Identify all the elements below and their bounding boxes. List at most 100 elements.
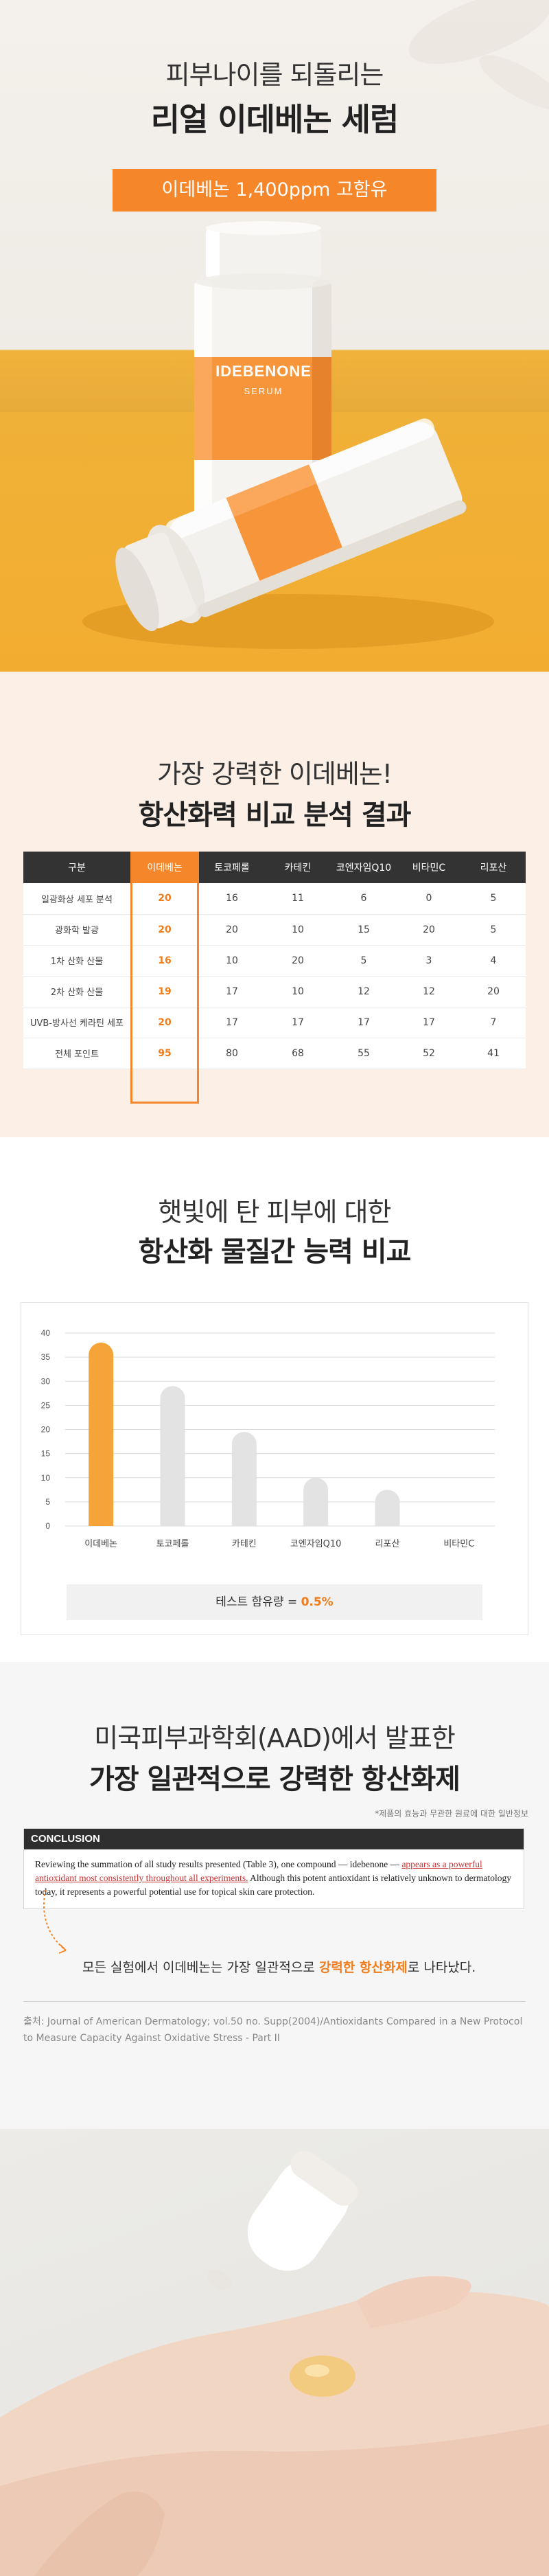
table-cell: 5	[461, 883, 526, 915]
hero-title-line2: 리얼 이데베논 세럼	[150, 101, 399, 138]
table-cell: 20	[397, 914, 461, 946]
chart-section: 햇빛에 탄 피부에 대한 항산화 물질간 능력 비교 0 5 10 15 20 25 30 3…	[0, 1137, 549, 1662]
table-cell: 19	[130, 976, 199, 1007]
conclusion-text-a: Reviewing the summation of all study res…	[35, 1859, 400, 1869]
table-cell: 5	[331, 945, 397, 977]
y-tick-label: 15	[41, 1449, 51, 1459]
table-header: 이데베논	[130, 852, 199, 883]
bar-chart: 0 5 10 15 20 25 30 35 40 이데베논 토코페롤 카테킨 코엔자임Q10 리포산 비타민…	[41, 1328, 495, 1549]
y-tick-label: 10	[41, 1473, 51, 1483]
disclaimer-note: *제품의 효능과 무관한 원료에 대한 일반정보	[375, 1809, 528, 1819]
y-tick-label: 0	[45, 1521, 50, 1531]
table-header: 리포산	[461, 852, 526, 883]
conclusion-label: CONCLUSION	[24, 1829, 524, 1849]
bar	[303, 1477, 329, 1526]
table-header: 카테킨	[265, 852, 331, 883]
table-row: 전체 포인트 95 80 68 55 52 41	[23, 1038, 526, 1069]
bar	[231, 1432, 257, 1526]
table-cell: 95	[130, 1038, 199, 1069]
hero-badge: 이데베논 1,400ppm 고함유	[113, 169, 436, 212]
table-cell: 52	[397, 1038, 461, 1069]
table-cell: 16	[130, 945, 199, 977]
table-cell: 55	[331, 1038, 397, 1069]
y-tick-label: 20	[41, 1425, 51, 1435]
summary-text: 모든 실험에서 이데베논는 가장 일관적으로 강력한 항산화제로 나타났다.	[82, 1957, 476, 1976]
y-tick-label: 40	[41, 1328, 51, 1338]
conclusion-text-highlight: appears as a powerful antioxidant most c…	[35, 1859, 482, 1883]
table-row: 2차 산화 산물 19 17 10 12 12 20	[23, 976, 526, 1007]
curved-arrow-icon	[43, 1889, 67, 1954]
table-cell: 12	[397, 976, 461, 1007]
table-cell: 12	[331, 976, 397, 1007]
comparison-title-line1: 가장 강력한 이데베논!	[156, 759, 393, 789]
row-label: UVB-방사선 케라틴 세포	[23, 1007, 130, 1038]
conclusion-text-c: Although this potent antioxidant is rela…	[35, 1873, 512, 1897]
serum-bottle	[207, 2150, 358, 2291]
divider	[23, 2001, 526, 2002]
paper-section: 미국피부과학회(AAD)에서 발표한 가장 일관적으로 강력한 항산화제 *제품…	[0, 1662, 549, 2129]
table-cell: 10	[199, 945, 265, 977]
table-row: 광화학 발광 20 20 10 15 20 5	[23, 914, 526, 946]
table-cell: 17	[199, 1007, 265, 1038]
x-tick-label: 토코페롤	[156, 1539, 189, 1549]
bar	[375, 1490, 400, 1526]
table-header: 코엔자임Q10	[331, 852, 397, 883]
bottle-brand-label: IDEBENONE	[215, 363, 312, 380]
y-tick-label: 30	[41, 1376, 51, 1386]
table-header: 구분	[23, 852, 130, 883]
chart-title-line2: 항산화 물질간 능력 비교	[138, 1236, 412, 1268]
x-tick-label: 코엔자임Q10	[290, 1539, 342, 1549]
summary-suffix: 로 나타났다.	[407, 1960, 476, 1975]
hero-product-illustration	[82, 0, 549, 649]
y-tick-label: 5	[45, 1497, 50, 1507]
table-header-row: 구분 이데베논 토코페롤 카테킨 코엔자임Q10 비타민C 리포산	[23, 852, 526, 883]
x-tick-label: 카테킨	[232, 1539, 257, 1549]
chart-title-line1: 햇빛에 탄 피부에 대한	[158, 1197, 392, 1227]
table-row: UVB-방사선 케라틴 세포 20 17 17 17 17 7	[23, 1007, 526, 1038]
table-cell: 7	[461, 1007, 526, 1038]
test-concentration-value: 0.5%	[301, 1595, 334, 1609]
chart-container: 0 5 10 15 20 25 30 35 40 이데베논 토코페롤 카테킨 코엔자임Q10 리포산 비타민…	[21, 1302, 528, 1635]
row-label: 전체 포인트	[23, 1038, 130, 1069]
hand-with-serum-illustration	[0, 2150, 549, 2576]
table-cell: 4	[461, 945, 526, 977]
table-cell: 80	[199, 1038, 265, 1069]
table-cell: 15	[331, 914, 397, 946]
row-label: 광화학 발광	[23, 914, 130, 946]
conclusion-text: Reviewing the summation of all study res…	[24, 1849, 524, 1908]
table-cell: 17	[265, 1007, 331, 1038]
table-cell: 20	[130, 914, 199, 946]
bottle-sub-label: SERUM	[244, 386, 283, 396]
texture-photo-section	[0, 2129, 549, 2576]
table-cell: 11	[265, 883, 331, 915]
hero-title-line1: 피부나이를 되돌리는	[165, 60, 384, 90]
comparison-title-line2: 항산화력 비교 분석 결과	[138, 799, 412, 831]
table-cell: 10	[265, 914, 331, 946]
comparison-section: 가장 강력한 이데베논! 항산화력 비교 분석 결과 구분 이데베논 토코페롤 …	[0, 672, 549, 1137]
paper-title-line2: 가장 일관적으로 강력한 항산화제	[89, 1764, 460, 1795]
lying-bottle	[115, 418, 467, 632]
table-cell: 41	[461, 1038, 526, 1069]
y-tick-label: 25	[41, 1400, 51, 1410]
table-cell: 20	[199, 914, 265, 946]
y-tick-label: 35	[41, 1352, 51, 1362]
table-header: 비타민C	[397, 852, 461, 883]
table-row: 일광화상 세포 분석 20 16 11 6 0 5	[23, 883, 526, 915]
summary-highlight: 강력한 항산화제	[318, 1960, 408, 1975]
row-label: 2차 산화 산물	[23, 976, 130, 1007]
x-tick-label: 이데베논	[84, 1539, 117, 1549]
source-citation: 출처: Journal of American Dermatology; vol…	[23, 2016, 523, 2044]
table-row: 1차 산화 산물 16 10 20 5 3 4	[23, 945, 526, 977]
summary-prefix: 모든 실험에서 이데베논는 가장 일관적으로	[82, 1960, 319, 1975]
bar	[89, 1343, 114, 1526]
table-cell: 17	[199, 976, 265, 1007]
hero-section: 피부나이를 되돌리는 리얼 이데베논 세럼 이데베논 1,400ppm 고함유 …	[0, 0, 549, 672]
table-cell: 20	[265, 945, 331, 977]
table-cell: 20	[461, 976, 526, 1007]
table-cell: 5	[461, 914, 526, 946]
conclusion-box: CONCLUSION Reviewing the summation of al…	[23, 1828, 524, 1909]
paper-title-line1: 미국피부과학회(AAD)에서 발표한	[94, 1723, 456, 1753]
table-cell: 68	[265, 1038, 331, 1069]
bar	[160, 1386, 185, 1526]
table-cell: 6	[331, 883, 397, 915]
